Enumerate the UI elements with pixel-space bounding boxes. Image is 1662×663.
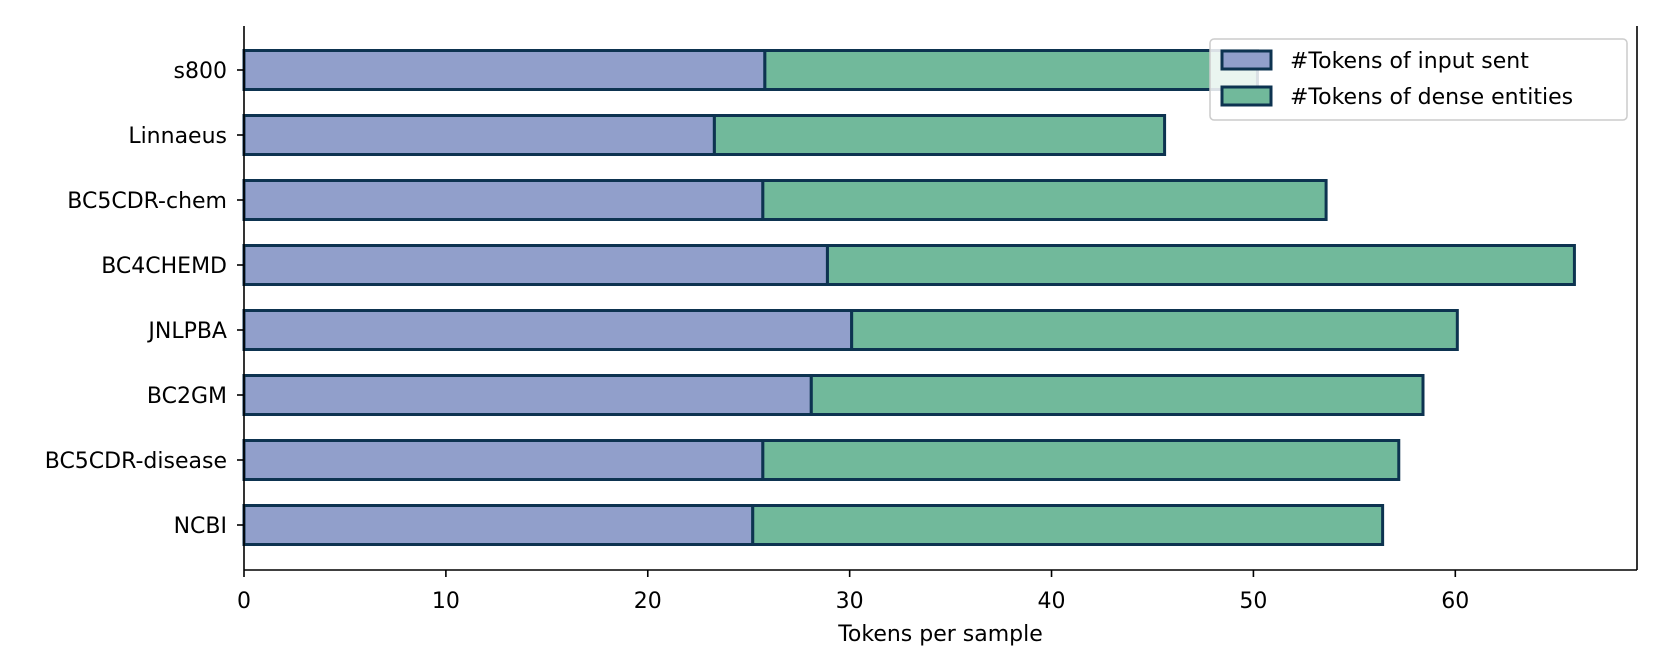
y-tick-label: BC2GM [147,384,227,409]
bar-s800-series-1 [242,49,767,91]
bar-NCBI-series-2 [751,504,1385,546]
legend-label-1: #Tokens of input sent [1290,49,1529,74]
x-tick-label: 0 [237,589,251,614]
bar-NCBI-series-1 [242,504,755,546]
x-ticks: 0 10 20 30 40 50 60 [237,570,1469,614]
legend-box [1209,38,1628,121]
y-tick-label: JNLPBA [146,319,227,344]
x-tick-label: 50 [1239,589,1267,614]
x-tick-label: 10 [432,589,460,614]
bar-s800-series-2 [763,49,1259,91]
x-tick-label: 20 [634,589,662,614]
y-tick-label: BC5CDR-chem [67,189,227,214]
y-tick-label: BC5CDR-disease [45,449,227,474]
bars-group [242,49,1576,546]
axes-group [243,26,1638,571]
legend-swatch-1 [1220,49,1273,71]
x-tick-label: 30 [836,589,864,614]
bar-BC5CDR-disease-series-1 [242,439,765,481]
x-tick-label: 40 [1038,589,1066,614]
category-labels: s800 Linnaeus BC5CDR-chem BC4CHEMD JNLPBA BC2… [45,59,244,539]
bar-BC2GM-series-1 [242,374,813,416]
legend-label-2: #Tokens of dense entities [1290,85,1573,110]
bar-JNLPBA-series-2 [850,309,1459,351]
x-tick-label: 60 [1441,589,1469,614]
legend-swatch-2 [1220,85,1273,107]
bar-BC5CDR-chem-series-2 [761,179,1328,221]
bar-JNLPBA-series-1 [242,309,854,351]
bar-Linnaeus-series-2 [712,114,1167,156]
y-tick-label: NCBI [174,514,227,539]
legend: #Tokens of input sent #Tokens of dense en… [1209,38,1628,121]
bar-BC5CDR-chem-series-1 [242,179,765,221]
bar-BC5CDR-disease-series-2 [761,439,1401,481]
y-tick-label: Linnaeus [128,124,227,149]
y-tick-label: s800 [174,59,227,84]
bar-Linnaeus-series-1 [242,114,716,156]
bar-BC2GM-series-2 [809,374,1425,416]
y-tick-label: BC4CHEMD [101,254,227,279]
bar-BC4CHEMD-series-2 [825,244,1576,286]
x-axis-label: Tokens per sample [837,622,1043,647]
bar-BC4CHEMD-series-1 [242,244,829,286]
